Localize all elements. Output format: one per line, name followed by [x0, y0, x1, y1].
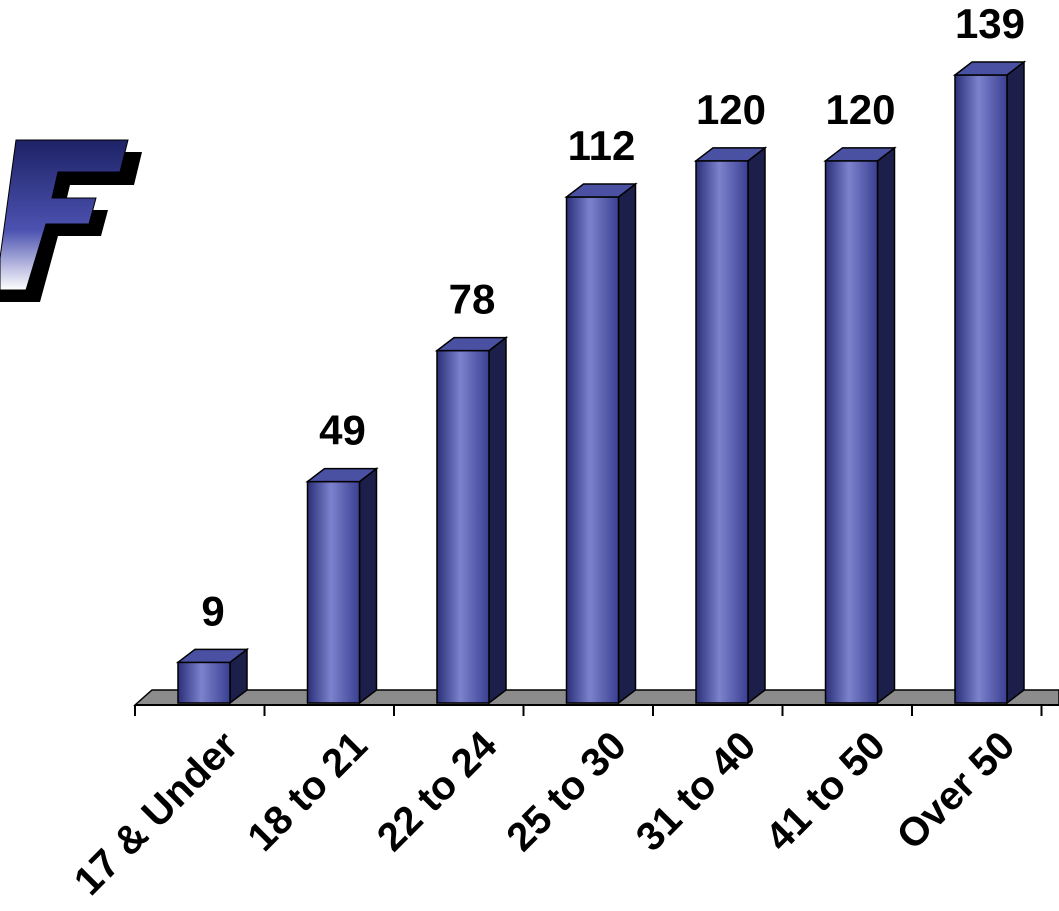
- bar-series: [175, 60, 1027, 705]
- category-label: 41 to 50: [757, 723, 893, 859]
- bar-side: [747, 146, 766, 705]
- bar-side: [876, 146, 896, 705]
- bar-side: [617, 182, 637, 705]
- bar-top: [175, 648, 250, 664]
- value-label: 139: [955, 0, 1025, 47]
- value-label: 120: [825, 86, 895, 133]
- bar-front: [695, 160, 749, 704]
- bar: [305, 467, 379, 705]
- value-label: 120: [696, 86, 766, 133]
- bar-front: [177, 661, 231, 704]
- bar: [564, 182, 638, 705]
- bar-front: [954, 74, 1008, 704]
- bar-top: [693, 147, 768, 162]
- value-labels: 9 49 78 112 120 120 139: [201, 0, 1025, 634]
- value-label: 78: [449, 276, 496, 323]
- bar: [175, 647, 250, 705]
- bar: [823, 146, 897, 705]
- bar-front: [306, 480, 361, 704]
- category-label: 22 to 24: [369, 723, 506, 860]
- value-label: 49: [319, 407, 366, 454]
- bar-front: [436, 349, 490, 704]
- category-label: 31 to 40: [628, 723, 764, 859]
- x-axis-ticks: [134, 705, 1043, 716]
- bar-top: [952, 61, 1027, 76]
- bar-top: [434, 336, 509, 352]
- bar-side: [1006, 60, 1025, 705]
- category-label: 18 to 21: [239, 723, 375, 859]
- category-label: Over 50: [888, 723, 1023, 858]
- value-label: 9: [201, 587, 224, 634]
- bar-top: [305, 467, 379, 483]
- category-label: 17 & Under: [66, 723, 246, 903]
- bar: [952, 60, 1027, 705]
- category-label: 25 to 30: [498, 723, 634, 859]
- bar: [434, 336, 509, 705]
- bar-top: [823, 147, 897, 162]
- bar-front: [824, 160, 879, 704]
- bar-side: [488, 336, 507, 705]
- f-logo-icon: [0, 139, 142, 302]
- bar-side: [358, 467, 378, 705]
- bar-top: [564, 183, 638, 198]
- bar-front: [565, 196, 620, 704]
- value-label: 112: [568, 122, 636, 169]
- bar: [693, 146, 768, 705]
